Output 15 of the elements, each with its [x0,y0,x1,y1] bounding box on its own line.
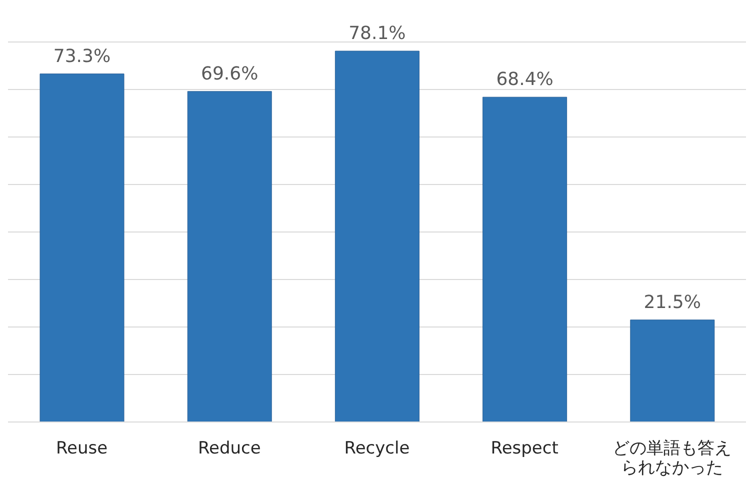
x-tick-label: どの単語も答えられなかった [612,438,732,478]
bar [482,96,568,422]
data-label: 69.6% [201,63,258,84]
data-label: 68.4% [496,69,554,90]
data-label: 21.5% [644,292,701,313]
x-tick-label: Reduce [198,438,261,458]
data-label: 78.1% [348,23,406,44]
bar [187,91,272,422]
data-label: 73.3% [53,46,111,67]
bar [334,50,420,422]
x-tick-label: Recycle [344,438,410,458]
bar [630,320,715,422]
x-tick-label: Respect [490,438,559,458]
x-tick-label: Reuse [56,438,108,458]
bar [40,74,124,422]
